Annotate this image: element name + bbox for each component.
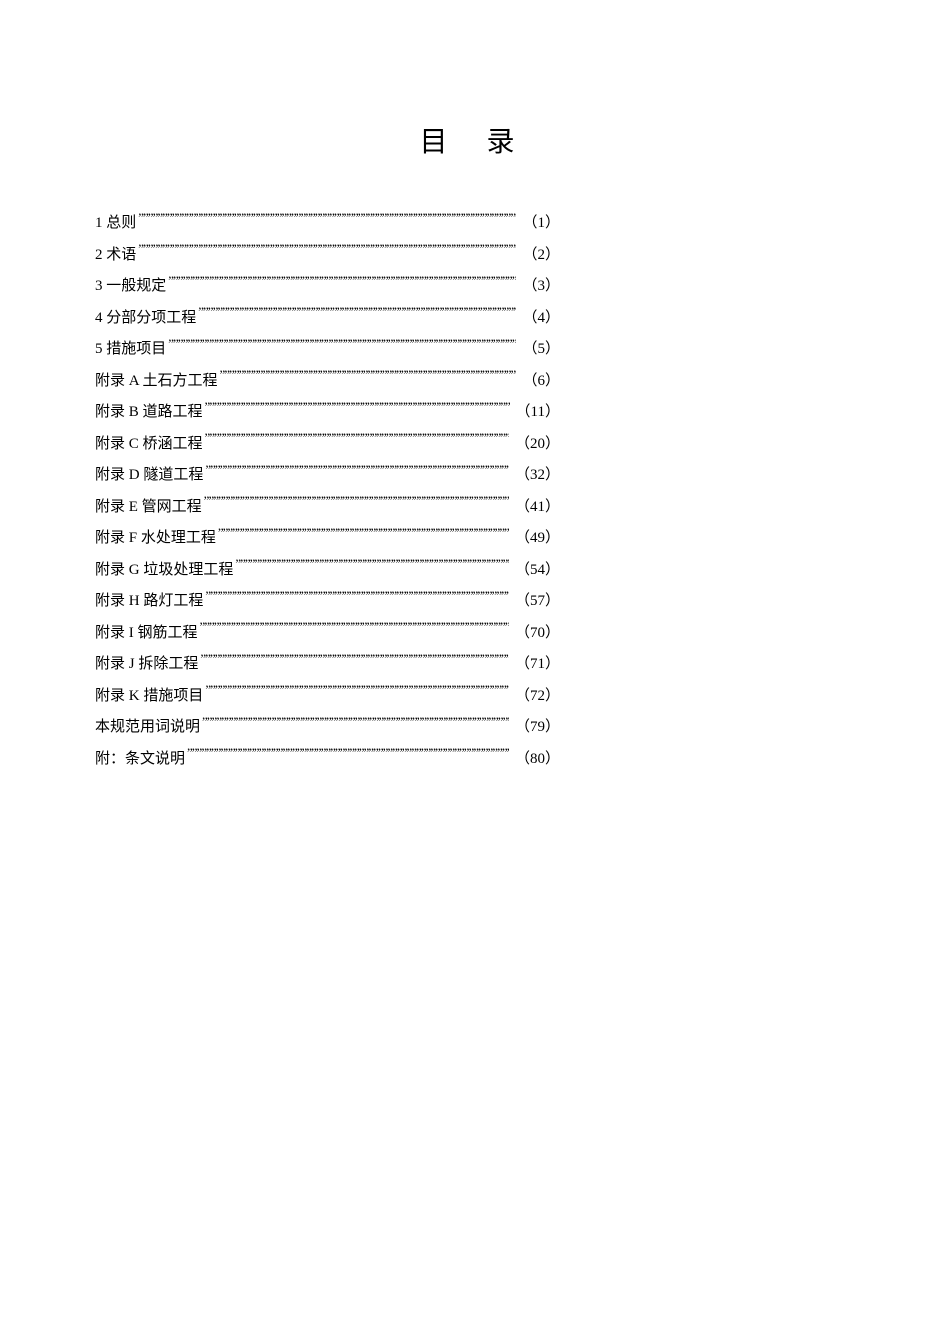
toc-label: 1 总则 [95, 208, 136, 240]
toc-page: （72） [511, 681, 560, 713]
toc-label: 5 措施项目 [95, 334, 166, 366]
toc-label: 附录 H 路灯工程 [95, 586, 203, 618]
toc-label: 附录 J 拆除工程 [95, 649, 198, 681]
toc-label: 附：条文说明 [95, 744, 185, 776]
toc-entry: 附录 A 土石方工程 （6） [95, 366, 560, 398]
toc-entry: 1 总则 （1） [95, 208, 560, 240]
toc-leader [205, 590, 509, 605]
toc-label: 附录 G 垃圾处理工程 [95, 555, 233, 587]
toc-entry: 附：条文说明 （80） [95, 744, 560, 776]
toc-leader [205, 464, 509, 479]
toc-leader [235, 559, 509, 574]
toc-entry: 附录 K 措施项目 （72） [95, 681, 560, 713]
toc-label: 附录 C 桥涵工程 [95, 429, 203, 461]
toc-label: 附录 I 钢筋工程 [95, 618, 198, 650]
toc-leader [205, 685, 509, 700]
toc-leader [205, 433, 509, 448]
toc-page: （2） [518, 240, 560, 272]
toc-label: 附录 K 措施项目 [95, 681, 203, 713]
toc-entry: 附录 F 水处理工程 （49） [95, 523, 560, 555]
toc-leader [202, 716, 509, 731]
toc-page: （70） [511, 618, 560, 650]
toc-label: 2 术语 [95, 240, 136, 272]
toc-leader [218, 527, 509, 542]
toc-page: （32） [511, 460, 560, 492]
toc-label: 附录 F 水处理工程 [95, 523, 216, 555]
toc-container: 1 总则 （1） 2 术语 （2） 3 一般规定 （3） 4 分部分项工程 （4… [95, 208, 560, 775]
toc-leader [168, 338, 516, 353]
toc-label: 附录 A 土石方工程 [95, 366, 218, 398]
toc-leader [138, 244, 516, 259]
toc-leader [168, 275, 516, 290]
toc-page: （49） [511, 523, 560, 555]
toc-label: 附录 B 道路工程 [95, 397, 203, 429]
toc-page: （1） [518, 208, 560, 240]
toc-entry: 本规范用词说明 （79） [95, 712, 560, 744]
toc-page: （71） [511, 649, 560, 681]
toc-entry: 附录 B 道路工程 （11） [95, 397, 560, 429]
toc-leader [200, 622, 509, 637]
toc-leader [138, 212, 516, 227]
toc-entry: 2 术语 （2） [95, 240, 560, 272]
toc-page: （5） [518, 334, 560, 366]
toc-label: 3 一般规定 [95, 271, 166, 303]
toc-leader [205, 401, 510, 416]
toc-list: 1 总则 （1） 2 术语 （2） 3 一般规定 （3） 4 分部分项工程 （4… [95, 208, 560, 775]
toc-entry: 5 措施项目 （5） [95, 334, 560, 366]
toc-page: （57） [511, 586, 560, 618]
toc-page: （3） [518, 271, 560, 303]
toc-entry: 附录 J 拆除工程 （71） [95, 649, 560, 681]
toc-leader [204, 496, 509, 511]
toc-leader [200, 653, 509, 668]
toc-entry: 附录 C 桥涵工程 （20） [95, 429, 560, 461]
toc-entry: 附录 E 管网工程 （41） [95, 492, 560, 524]
toc-page: （11） [512, 397, 560, 429]
toc-entry: 4 分部分项工程 （4） [95, 303, 560, 335]
toc-entry: 3 一般规定 （3） [95, 271, 560, 303]
toc-entry: 附录 G 垃圾处理工程 （54） [95, 555, 560, 587]
page-title: 目 录 [95, 120, 855, 160]
toc-label: 本规范用词说明 [95, 712, 200, 744]
toc-page: （6） [518, 366, 560, 398]
toc-page: （4） [518, 303, 560, 335]
toc-leader [187, 748, 509, 763]
toc-entry: 附录 H 路灯工程 （57） [95, 586, 560, 618]
toc-leader [198, 307, 516, 322]
toc-entry: 附录 D 隧道工程 （32） [95, 460, 560, 492]
toc-page: （41） [511, 492, 560, 524]
toc-label: 附录 D 隧道工程 [95, 460, 203, 492]
toc-page: （54） [511, 555, 560, 587]
toc-leader [220, 370, 517, 385]
toc-entry: 附录 I 钢筋工程 （70） [95, 618, 560, 650]
toc-label: 附录 E 管网工程 [95, 492, 202, 524]
toc-page: （79） [511, 712, 560, 744]
toc-label: 4 分部分项工程 [95, 303, 196, 335]
toc-page: （20） [511, 429, 560, 461]
toc-page: （80） [511, 744, 560, 776]
